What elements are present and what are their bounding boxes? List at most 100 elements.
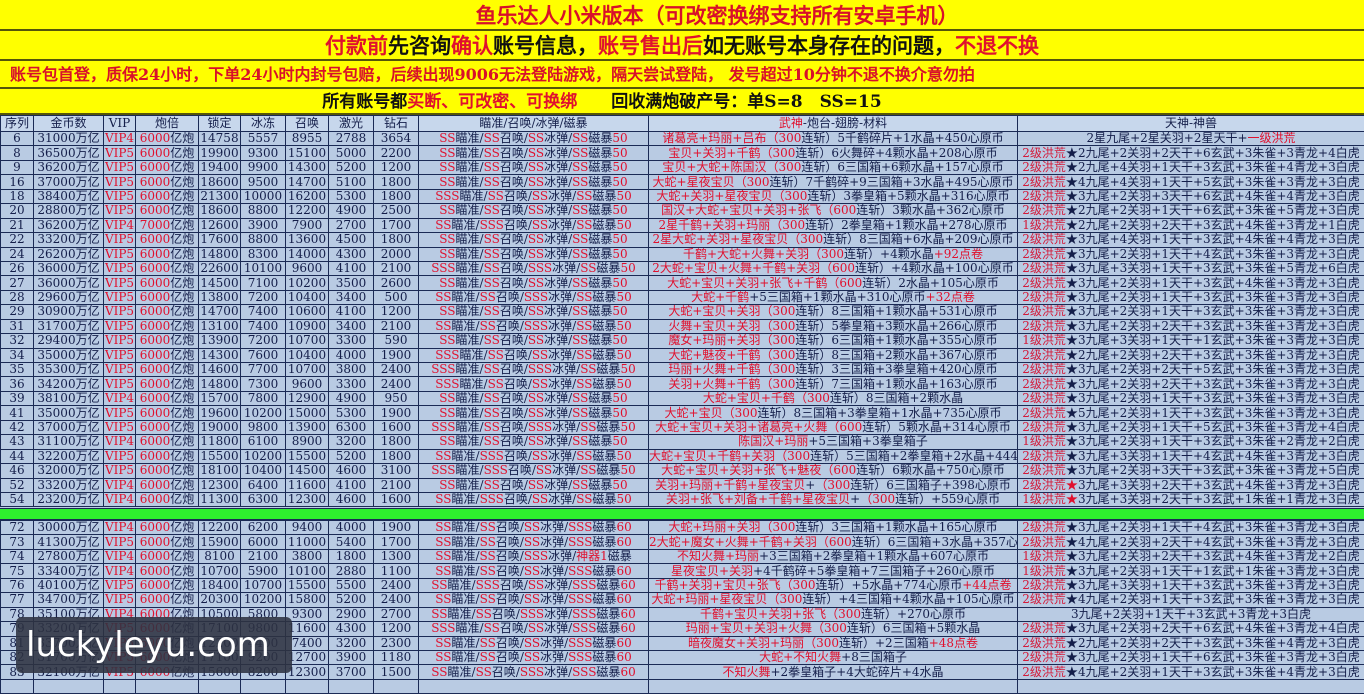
skill-name: 召唤 — [496, 593, 520, 607]
diamond-cell: 1800 — [374, 449, 419, 463]
skill-grade: SS — [435, 636, 451, 650]
skill-grade: SS — [576, 218, 592, 232]
material-segment: 连斩）8三国箱+2颗水晶+367心原币 — [795, 348, 997, 362]
guarantee-segment: 回收满炮破产号：单S=8 SS=15 — [577, 92, 881, 112]
skill-name: 召唤 — [500, 160, 524, 174]
star-icon: ★ — [1066, 377, 1078, 391]
freeze-cell: 7400 — [241, 319, 286, 333]
skill-grade: SS — [484, 363, 500, 377]
cannon-unit: 亿炮 — [170, 564, 194, 578]
gold-cell: 38100万亿 — [34, 391, 104, 405]
skill-grade: SS — [528, 435, 544, 449]
skill-level: 50 — [616, 290, 631, 304]
tianshen-level: 2级洪荒 — [1022, 420, 1066, 434]
tianshen-cell: 2级洪荒★3九尾+2关羽+3天干+3玄武+3朱雀+3青龙+5白虎 — [1018, 464, 1364, 478]
skills-cell: SS瞄准/SS召唤/SS冰弹/SSS磁暴60 — [419, 593, 649, 607]
cannon-cell: 6000亿炮 — [136, 449, 199, 463]
cannon-cell: 6000亿炮 — [136, 233, 199, 247]
cannon-unit: 亿炮 — [170, 377, 194, 391]
skill-grade: SS — [435, 449, 451, 463]
star-icon: ★ — [1066, 261, 1078, 275]
star-icon: ★ — [1066, 160, 1078, 174]
gold-cell: 33200万亿 — [34, 478, 104, 492]
tianshen-beasts: 3九尾+2关羽+1天干+3玄武+3朱雀+3青龙+3白虎 — [1078, 290, 1360, 304]
skill-name: 冰弹 — [548, 449, 572, 463]
skill-grade: SS — [488, 348, 504, 362]
skill-name: 瞄准 — [456, 233, 480, 247]
skills-cell: SS瞄准/SS召唤/SS冰弹/SS磁暴50 — [419, 233, 649, 247]
wushen-materials: +5三国箱+3拳皇箱子 — [808, 435, 927, 449]
cannon-value: 6000 — [140, 305, 171, 319]
lock-cell: 19000 — [199, 420, 241, 434]
summon-cell: 10400 — [286, 290, 329, 304]
tianshen-cell: 2级洪荒★2九尾+4关羽+1天干+3玄武+3朱雀+4青龙+3白虎 — [1018, 160, 1364, 174]
skill-grade: SS — [484, 160, 500, 174]
tianshen-beasts: 3九尾+4关羽+1天干+3玄武+4朱雀+4青龙+3白虎 — [1078, 233, 1360, 247]
skill-name: 瞄准 — [452, 650, 476, 664]
material-segment: +8三国箱子 — [841, 650, 907, 664]
skills-cell: SS瞄准/SSS召唤/SS冰弹/SS磁暴50 — [419, 449, 649, 463]
skill-grade: SSS — [476, 578, 500, 592]
skill-name: 磁暴 — [588, 406, 612, 420]
diamond-cell: 2700 — [374, 607, 419, 621]
watermark: luckyleyu.com — [16, 617, 292, 673]
wushen-cell: 宝贝+关羽+千鹤（300连斩）6火舞碎+4颗水晶+208心原币 — [649, 146, 1018, 160]
material-segment: 连斩）8三国箱+2颗水晶 — [830, 391, 963, 405]
cannon-cell: 6000亿炮 — [136, 478, 199, 492]
gold-cell: 31000万亿 — [34, 132, 104, 146]
skills-cell: SSS瞄准/SS召唤/SS冰弹/SSS磁暴60 — [419, 622, 649, 636]
cannon-cell: 6000亿炮 — [136, 290, 199, 304]
material-segment: 连斩）+5水晶+774心原币 — [816, 578, 963, 592]
summon-cell: 11600 — [286, 478, 329, 492]
vip-cell: VIP5 — [104, 593, 136, 607]
skill-grade: SS — [431, 578, 447, 592]
diamond-cell: 1200 — [374, 622, 419, 636]
skill-grade: SS — [435, 564, 451, 578]
freeze-cell: 7400 — [241, 305, 286, 319]
skill-grade: SS — [480, 521, 496, 535]
wushen-heroes: 大蛇+宝贝 — [665, 406, 723, 420]
row-id: 35 — [1, 363, 34, 377]
skill-grade: SS — [576, 189, 592, 203]
material-segment: （300 — [775, 449, 810, 463]
tianshen-beasts: 4九尾+4关羽+1天干+5玄武+3朱雀+3青龙+3白虎 — [1078, 175, 1360, 189]
tianshen-cell: 2级洪荒★3九尾+2关羽+1天干+3玄武+3朱雀+3青龙+3白虎 — [1018, 391, 1364, 405]
wushen-materials: （600连斩）5颗水晶+314心原币 — [827, 420, 1011, 434]
row-id: 54 — [1, 492, 34, 506]
vip-cell: VIP4 — [104, 218, 136, 232]
skill-grade: SS — [576, 377, 592, 391]
cannon-cell: 6000亿炮 — [136, 420, 199, 434]
